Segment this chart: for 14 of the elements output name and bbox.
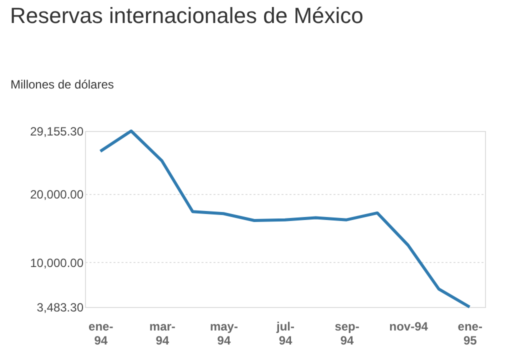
y-tick-label: 10,000.00 bbox=[30, 256, 84, 270]
chart-title: Reservas internacionales de México bbox=[10, 3, 364, 28]
y-tick-label: 3,483.30 bbox=[36, 300, 84, 314]
x-tick-label: ene- 95 bbox=[458, 320, 482, 348]
x-tick-label: mar- 94 bbox=[149, 320, 176, 348]
y-axis-title: Millones de dólares bbox=[10, 78, 114, 92]
y-tick-label: 29,155.30 bbox=[30, 124, 84, 138]
x-tick-label: may- 94 bbox=[210, 320, 238, 348]
x-tick-label: ene- 94 bbox=[88, 320, 114, 348]
x-tick-label: jul- 94 bbox=[276, 320, 294, 348]
x-tick-label: nov-94 bbox=[389, 320, 428, 334]
line-series bbox=[98, 130, 472, 308]
y-tick-label: 20,000.00 bbox=[30, 187, 84, 202]
x-tick-label: sep- 94 bbox=[334, 320, 360, 348]
